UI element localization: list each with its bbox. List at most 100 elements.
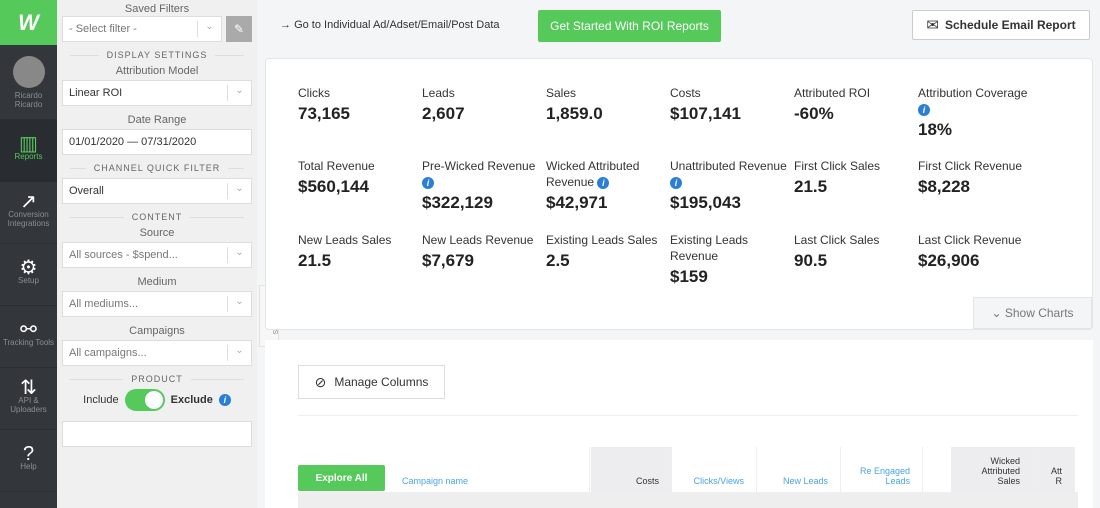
campaigns-select[interactable]: All campaigns... ⌄ [62,340,252,366]
nav-api-uploaders[interactable]: ⇅ API & Uploaders [0,368,57,430]
avatar [12,55,45,88]
stat-label: Leads [422,85,542,101]
select-value: All sources - $spend... [69,249,178,261]
product-toggle-row: Include Exclude i [62,389,252,411]
attribution-model-label: Attribution Model [115,65,199,77]
stat-value: $159 [670,267,708,286]
column-attributed-roi[interactable]: Att R [1033,447,1075,492]
stat-total-revenue: Total Revenue $560,144 [298,158,418,197]
campaigns-label: Campaigns [129,325,185,337]
nav-setup[interactable]: ⚙ Setup [0,244,57,306]
schedule-email-button[interactable]: ✉ Schedule Email Report [912,10,1090,40]
stat-label: Last Click Sales [794,232,914,248]
column-re-engaged-leads[interactable]: Re Engaged Leads [841,447,923,492]
stat-label: New Leads Revenue [422,232,542,248]
stat-new-leads-sales: New Leads Sales 21.5 [298,232,418,271]
saved-filters-label: Saved Filters [124,3,190,15]
manage-columns-button[interactable]: ⊘ Manage Columns [298,365,445,399]
stat-attributed-roi: Attributed ROI -60% [794,85,914,124]
stat-name: Attributed ROI [794,86,871,100]
medium-select[interactable]: All mediums... ⌄ [62,291,252,317]
stat-label: Unattributed Revenue i [670,158,790,190]
stat-name: Costs [670,86,701,100]
stat-pre-wicked-revenue: Pre-Wicked Revenue i $322,129 [422,158,542,213]
stat-value: 21.5 [794,177,828,196]
stat-name: Existing Leads Sales [546,233,658,247]
source-select[interactable]: All sources - $spend... ⌄ [62,242,252,268]
channel-select[interactable]: Overall ⌄ [62,178,252,204]
column-clicks-views[interactable]: Clicks/Views [672,447,757,492]
stat-label: Sales [546,85,666,101]
up-down-arrows-icon: ⇅ [20,376,37,399]
column-wicked-attributed-sales[interactable]: Wicked Attributed Sales [951,447,1033,492]
stat-name: Pre-Wicked Revenue [422,159,536,173]
info-icon[interactable]: i [918,104,930,116]
arrow-up-right-icon: ↗ [20,190,37,213]
display-settings-heading: DISPLAY SETTINGS [62,50,252,60]
select-value: Linear ROI [69,87,123,99]
product-select[interactable] [62,421,252,447]
edit-filter-button[interactable]: ✎ [226,16,252,42]
pencil-icon: ✎ [233,22,245,36]
show-charts-button[interactable]: ⌄ Show Charts [973,297,1092,329]
info-icon[interactable]: i [218,394,231,406]
reports-icon: ▥ [19,133,38,155]
stat-label: Attribution Coverage i [918,85,1038,117]
stat-value: 73,165 [298,104,350,123]
stat-value: $322,129 [422,193,493,212]
chevron-down-icon: ⌄ [227,296,251,312]
stat-name: Unattributed Revenue [670,159,787,173]
include-exclude-toggle[interactable] [124,389,165,411]
nodes-icon: ⚯ [20,319,37,341]
chevron-down-icon: ⌄ [991,306,1005,320]
saved-filter-select[interactable]: - Select filter - ⌄ [62,16,222,42]
column-campaign-name[interactable]: Campaign name [390,447,590,492]
channel-quick-filter-heading: CHANNEL QUICK FILTER [62,163,252,173]
chevron-down-icon: ⌄ [227,183,251,199]
roi-reports-button[interactable]: Get Started With ROI Reports [538,10,721,42]
column-costs[interactable]: Costs [591,447,672,492]
goto-label: Go to Individual Ad/Adset/Email/Post Dat… [294,19,500,31]
info-icon[interactable]: i [597,177,610,189]
stat-existing-leads-revenue: Existing Leads Revenue $159 [670,232,790,287]
stat-label: Existing Leads Sales [546,232,666,248]
stat-name: First Click Sales [794,159,881,173]
stat-label: Total Revenue [298,158,418,174]
stat-label: Wicked Attributed Revenue i [546,158,666,190]
stat-name: Sales [546,86,577,100]
stat-existing-leads-sales: Existing Leads Sales 2.5 [546,232,666,271]
stat-value: $107,141 [670,104,741,123]
exclude-label: Exclude [170,394,213,406]
logo[interactable]: W [0,0,57,45]
envelope-icon: ✉ [926,17,939,34]
column-new-leads[interactable]: New Leads [757,447,841,492]
nav-label: Tracking Tools [2,338,55,347]
user-profile[interactable]: Ricardo Ricardo [0,45,57,120]
stat-name: Leads [422,86,455,100]
nav-help[interactable]: ? Help [0,430,57,492]
goto-individual-link[interactable]: → Go to Individual Ad/Adset/Email/Post D… [280,19,500,31]
nav-reports[interactable]: ▥ Reports [0,120,57,182]
stat-value: $560,144 [298,177,369,196]
nav-label: Help [20,462,37,471]
nav-tracking-tools[interactable]: ⚯ Tracking Tools [0,306,57,368]
stat-label: Pre-Wicked Revenue i [422,158,542,190]
explore-all-button[interactable]: Explore All [298,465,385,491]
stat-label: Clicks [298,85,418,101]
stat-value: $8,228 [918,177,970,196]
date-range-value: 01/01/2020 — 07/31/2020 [69,136,197,148]
info-icon[interactable]: i [422,177,434,189]
chevron-down-icon: ⌄ [227,345,251,361]
nav-conversion-integrations[interactable]: ↗ Conversion Integrations [0,182,57,244]
stat-name: Last Click Sales [794,233,880,247]
stat-label: New Leads Sales [298,232,418,248]
info-icon[interactable]: i [670,177,682,189]
date-range-input[interactable]: 01/01/2020 — 07/31/2020 [62,129,252,155]
attribution-model-select[interactable]: Linear ROI ⌄ [62,80,252,106]
stat-last-click-sales: Last Click Sales 90.5 [794,232,914,271]
medium-label: Medium [137,276,177,288]
gear-sliders-icon: ⚙ [19,257,38,279]
stat-value: $195,043 [670,193,741,212]
date-range-label: Date Range [127,114,187,126]
divider [298,415,1078,416]
